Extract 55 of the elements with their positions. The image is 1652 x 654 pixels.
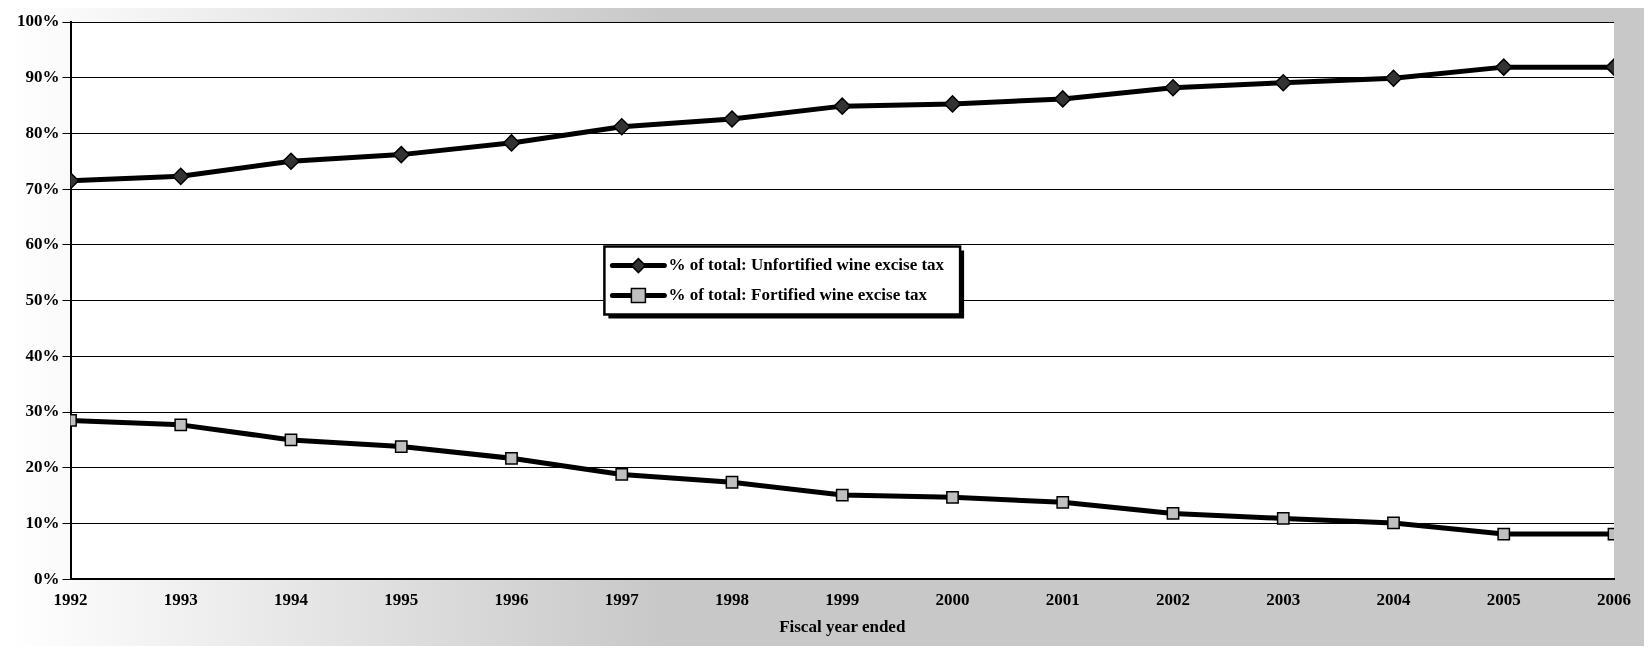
x-tick-label: 1997 bbox=[604, 589, 640, 609]
point bbox=[1497, 527, 1511, 541]
point bbox=[1274, 73, 1292, 92]
point bbox=[505, 451, 518, 465]
x-tick-label: 1994 bbox=[274, 589, 309, 609]
point bbox=[502, 134, 521, 152]
x-axis-title: Fiscal year ended bbox=[779, 617, 906, 637]
point bbox=[174, 418, 188, 432]
x-tick-label: 2004 bbox=[1376, 589, 1411, 609]
x-tick-label: 1995 bbox=[384, 589, 419, 609]
y-tick-label: 30% bbox=[25, 401, 60, 421]
legend-label: % of total: Fortified wine excise tax bbox=[668, 284, 928, 304]
y-tick-label: 60% bbox=[25, 234, 60, 254]
point bbox=[282, 152, 300, 171]
y-tick-label: 70% bbox=[25, 178, 60, 198]
point bbox=[835, 488, 849, 502]
x-tick-label: 2005 bbox=[1486, 589, 1521, 609]
y-tick-label: 100% bbox=[17, 11, 60, 31]
point bbox=[725, 475, 739, 489]
legend-label: % of total: Unfortified wine excise tax bbox=[668, 254, 945, 274]
y-tick-label: 0% bbox=[34, 568, 60, 588]
point bbox=[284, 433, 298, 447]
point bbox=[392, 145, 410, 164]
point bbox=[723, 110, 741, 128]
point bbox=[394, 440, 408, 453]
x-tick-label: 1993 bbox=[163, 589, 198, 609]
y-tick-label: 40% bbox=[25, 345, 60, 365]
point bbox=[613, 118, 631, 136]
x-tick-label: 1992 bbox=[53, 589, 88, 609]
x-tick-label: 1996 bbox=[494, 589, 529, 609]
x-tick-label: 2002 bbox=[1156, 589, 1190, 609]
x-tick-label: 1999 bbox=[825, 589, 860, 609]
point bbox=[1495, 58, 1513, 76]
y-tick-label: 20% bbox=[25, 457, 60, 477]
point bbox=[1276, 512, 1290, 525]
x-tick-label: 1998 bbox=[715, 589, 749, 609]
point bbox=[1054, 90, 1072, 108]
point bbox=[172, 167, 190, 186]
point bbox=[1387, 516, 1400, 530]
y-tick-label: 90% bbox=[25, 67, 60, 87]
point bbox=[1164, 79, 1182, 97]
point bbox=[833, 97, 851, 115]
point bbox=[1056, 495, 1070, 509]
point bbox=[1166, 507, 1180, 520]
x-tick-label: 2006 bbox=[1597, 589, 1631, 609]
point bbox=[615, 468, 629, 481]
point bbox=[943, 95, 962, 113]
x-tick-label: 2001 bbox=[1045, 589, 1080, 609]
y-tick-label: 80% bbox=[25, 122, 60, 142]
x-tick-label: 2000 bbox=[935, 589, 970, 609]
point bbox=[1384, 69, 1403, 88]
x-tick-label: 2003 bbox=[1266, 589, 1301, 609]
y-tick-label: 50% bbox=[25, 289, 60, 309]
point bbox=[946, 490, 959, 504]
y-tick-label: 10% bbox=[25, 512, 60, 532]
